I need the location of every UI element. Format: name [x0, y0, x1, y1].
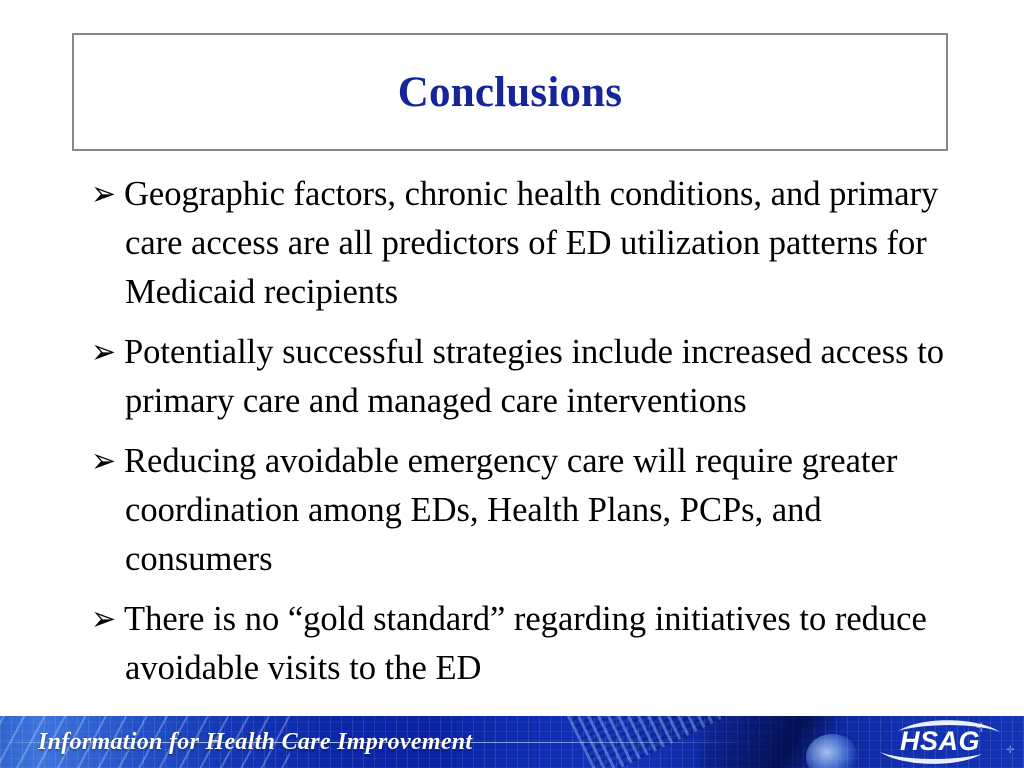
footer-tagline: Information for Health Care Improvement	[38, 729, 473, 755]
list-item-text: There is no “gold standard” regarding in…	[124, 600, 927, 687]
list-item-text: Geographic factors, chronic health condi…	[124, 175, 939, 311]
sparkle-icon: ✛	[1006, 745, 1015, 756]
footer-dark-wedge	[700, 716, 860, 768]
list-item: ➢ Reducing avoidable emergency care will…	[88, 437, 968, 584]
footer-banner: ✛ ✛ Information for Health Care Improvem…	[0, 716, 1024, 768]
footer-glow-orb	[806, 734, 858, 768]
logo-wordmark: HSAG	[900, 726, 980, 756]
list-item: ➢ Potentially successful strategies incl…	[88, 328, 968, 426]
arrowhead-bullet-icon: ➢	[91, 332, 117, 372]
logo-swoosh-bottom	[880, 752, 982, 764]
arrowhead-bullet-icon: ➢	[91, 599, 117, 639]
footer-digital-pattern	[560, 716, 904, 768]
arrowhead-bullet-icon: ➢	[91, 441, 117, 481]
title-box: Conclusions	[72, 33, 948, 151]
arrowhead-bullet-icon: ➢	[91, 174, 117, 214]
list-item: ➢ Geographic factors, chronic health con…	[88, 170, 968, 317]
hsag-logo: HSAG	[874, 718, 1006, 766]
bullet-list: ➢ Geographic factors, chronic health con…	[88, 170, 968, 704]
logo-swoosh-top	[898, 720, 1000, 732]
page-title: Conclusions	[397, 68, 623, 116]
list-item: ➢ There is no “gold standard” regarding …	[88, 595, 968, 693]
list-item-text: Potentially successful strategies includ…	[124, 333, 945, 420]
list-item-text: Reducing avoidable emergency care will r…	[124, 442, 898, 578]
